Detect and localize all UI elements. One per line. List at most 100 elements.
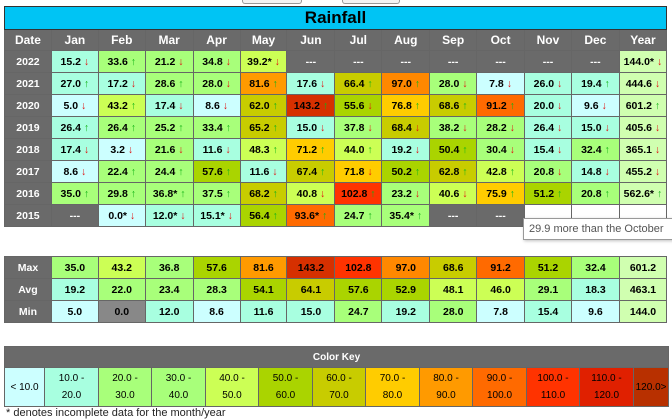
rain-cell[interactable]: --- bbox=[429, 204, 478, 227]
rain-cell[interactable]: 26.4 ↑ bbox=[50, 116, 99, 139]
rain-cell[interactable]: 9.6 ↓ bbox=[570, 94, 620, 117]
rain-cell[interactable]: 143.2 ↑ bbox=[286, 94, 336, 117]
rain-cell[interactable]: --- bbox=[476, 204, 526, 227]
rain-cell[interactable]: 42.8 ↑ bbox=[476, 160, 526, 183]
rain-cell[interactable]: 24.7 ↑ bbox=[334, 204, 383, 227]
rain-cell[interactable]: 68.6 ↑ bbox=[429, 94, 478, 117]
rain-cell[interactable]: 93.6* ↑ bbox=[286, 204, 336, 227]
rain-cell[interactable]: 40.8 ↓ bbox=[286, 182, 336, 205]
rain-cell[interactable]: 15.2 ↓ bbox=[50, 50, 99, 73]
rain-cell[interactable]: 601.2 ↑ bbox=[618, 94, 668, 117]
rain-cell[interactable]: 33.6 ↑ bbox=[97, 50, 146, 73]
rain-cell[interactable]: 15.4 ↓ bbox=[524, 138, 572, 161]
rain-cell[interactable]: 68.4 ↓ bbox=[381, 116, 431, 139]
rain-cell[interactable]: 23.2 ↓ bbox=[381, 182, 431, 205]
rain-cell[interactable]: 144.0* ↓ bbox=[618, 50, 668, 73]
rain-cell[interactable]: 17.4 ↓ bbox=[144, 94, 194, 117]
rain-cell[interactable]: 28.0 ↓ bbox=[192, 72, 241, 95]
rain-cell[interactable]: 30.4 ↓ bbox=[476, 138, 526, 161]
rain-cell[interactable]: 36.8* ↑ bbox=[144, 182, 194, 205]
rain-cell[interactable]: 22.4 ↑ bbox=[97, 160, 146, 183]
rain-cell[interactable]: 25.2 ↑ bbox=[144, 116, 194, 139]
rain-cell[interactable]: 51.2 ↑ bbox=[524, 182, 572, 205]
rain-cell[interactable]: 20.8 ↓ bbox=[524, 160, 572, 183]
rain-cell[interactable]: 34.8 ↓ bbox=[192, 50, 241, 73]
rain-cell[interactable]: 19.2 ↓ bbox=[381, 138, 431, 161]
rain-cell[interactable]: 455.2 ↓ bbox=[618, 160, 668, 183]
rain-cell[interactable]: --- bbox=[476, 50, 526, 73]
rain-cell[interactable]: 37.8 ↓ bbox=[334, 116, 383, 139]
rain-cell[interactable]: 62.8 ↑ bbox=[429, 160, 478, 183]
rain-cell[interactable]: 11.6 ↓ bbox=[239, 160, 288, 183]
rain-cell[interactable]: 48.3 ↑ bbox=[239, 138, 288, 161]
rain-cell[interactable]: 38.2 ↓ bbox=[429, 116, 478, 139]
rain-cell[interactable]: 75.9 ↑ bbox=[476, 182, 526, 205]
rain-cell[interactable]: 35.0 ↑ bbox=[50, 182, 99, 205]
rain-cell[interactable]: 28.2 ↓ bbox=[476, 116, 526, 139]
rain-cell[interactable]: 20.8 ↑ bbox=[570, 182, 620, 205]
rain-cell[interactable]: 20.0 ↓ bbox=[524, 94, 572, 117]
rain-cell[interactable]: 7.8 ↓ bbox=[476, 72, 526, 95]
rain-cell[interactable]: 3.2 ↓ bbox=[97, 138, 146, 161]
rain-cell[interactable]: 67.4 ↑ bbox=[286, 160, 336, 183]
rain-cell[interactable]: --- bbox=[50, 204, 99, 227]
rain-cell[interactable]: 44.0 ↑ bbox=[334, 138, 383, 161]
rain-cell[interactable]: 12.0* ↓ bbox=[144, 204, 194, 227]
rain-cell[interactable]: --- bbox=[334, 50, 383, 73]
rain-cell[interactable]: 24.4 ↑ bbox=[144, 160, 194, 183]
rain-cell[interactable]: 33.4 ↑ bbox=[192, 116, 241, 139]
rain-cell[interactable]: 102.8 ↑ bbox=[334, 182, 383, 205]
rain-cell[interactable]: 62.0 ↑ bbox=[239, 94, 288, 117]
rain-cell[interactable]: 27.0 ↑ bbox=[50, 72, 99, 95]
rain-cell[interactable]: 17.6 ↓ bbox=[286, 72, 336, 95]
rain-cell[interactable]: 91.2 ↑ bbox=[476, 94, 526, 117]
rain-cell[interactable]: 15.1* ↓ bbox=[192, 204, 241, 227]
rain-cell[interactable]: 11.6 ↓ bbox=[192, 138, 241, 161]
rain-cell[interactable]: 97.0 ↑ bbox=[381, 72, 431, 95]
rain-cell[interactable]: 40.6 ↓ bbox=[429, 182, 478, 205]
rain-cell[interactable]: 26.4 ↓ bbox=[524, 116, 572, 139]
rain-cell[interactable]: 39.2* ↓ bbox=[239, 50, 288, 73]
rain-cell[interactable]: 71.2 ↑ bbox=[286, 138, 336, 161]
rain-cell[interactable]: 28.0 ↓ bbox=[429, 72, 478, 95]
rain-cell[interactable]: 56.4 ↑ bbox=[239, 204, 288, 227]
rain-cell[interactable]: 17.2 ↓ bbox=[97, 72, 146, 95]
rain-cell[interactable]: 14.8 ↓ bbox=[570, 160, 620, 183]
rain-cell[interactable]: --- bbox=[381, 50, 431, 73]
rain-cell[interactable]: 68.2 ↑ bbox=[239, 182, 288, 205]
rain-cell[interactable]: 32.4 ↑ bbox=[570, 138, 620, 161]
rain-cell[interactable]: 8.6 ↓ bbox=[50, 160, 99, 183]
rain-cell[interactable]: --- bbox=[286, 50, 336, 73]
rain-cell[interactable]: 17.4 ↓ bbox=[50, 138, 99, 161]
rain-cell[interactable]: 26.0 ↓ bbox=[524, 72, 572, 95]
rain-cell[interactable]: 50.2 ↑ bbox=[381, 160, 431, 183]
rain-cell[interactable]: 81.6 ↑ bbox=[239, 72, 288, 95]
rain-cell[interactable]: 21.6 ↓ bbox=[144, 138, 194, 161]
rain-cell[interactable]: 19.4 ↑ bbox=[570, 72, 620, 95]
rain-cell[interactable]: --- bbox=[570, 50, 620, 73]
rain-cell[interactable]: 405.6 ↓ bbox=[618, 116, 668, 139]
rain-cell[interactable]: 28.6 ↑ bbox=[144, 72, 194, 95]
rain-cell[interactable]: 43.2 ↑ bbox=[97, 94, 146, 117]
rain-cell[interactable]: 365.1 ↓ bbox=[618, 138, 668, 161]
rain-cell[interactable]: 66.4 ↑ bbox=[334, 72, 383, 95]
rain-cell[interactable]: 57.6 ↑ bbox=[192, 160, 241, 183]
rain-cell[interactable]: 50.4 ↑ bbox=[429, 138, 478, 161]
rain-cell[interactable]: 8.6 ↓ bbox=[192, 94, 241, 117]
rain-cell[interactable]: 55.6 ↓ bbox=[334, 94, 383, 117]
rain-cell[interactable]: 15.0 ↓ bbox=[286, 116, 336, 139]
rain-cell[interactable]: 0.0* ↓ bbox=[97, 204, 146, 227]
rain-cell[interactable]: 65.2 ↑ bbox=[239, 116, 288, 139]
rain-cell[interactable]: --- bbox=[524, 50, 572, 73]
rain-cell[interactable]: 37.5 ↑ bbox=[192, 182, 241, 205]
rain-cell[interactable]: 26.4 ↑ bbox=[97, 116, 146, 139]
rain-cell[interactable]: 35.4* ↑ bbox=[381, 204, 431, 227]
rain-cell[interactable]: 76.8 ↑ bbox=[381, 94, 431, 117]
rain-cell[interactable]: 562.6* ↑ bbox=[618, 182, 668, 205]
top-button-right[interactable] bbox=[342, 0, 400, 4]
rain-cell[interactable]: 15.0 ↓ bbox=[570, 116, 620, 139]
rain-cell[interactable]: 21.2 ↓ bbox=[144, 50, 194, 73]
rain-cell[interactable]: 29.8 ↑ bbox=[97, 182, 146, 205]
rain-cell[interactable]: 444.6 ↓ bbox=[618, 72, 668, 95]
rain-cell[interactable]: 5.0 ↓ bbox=[50, 94, 99, 117]
